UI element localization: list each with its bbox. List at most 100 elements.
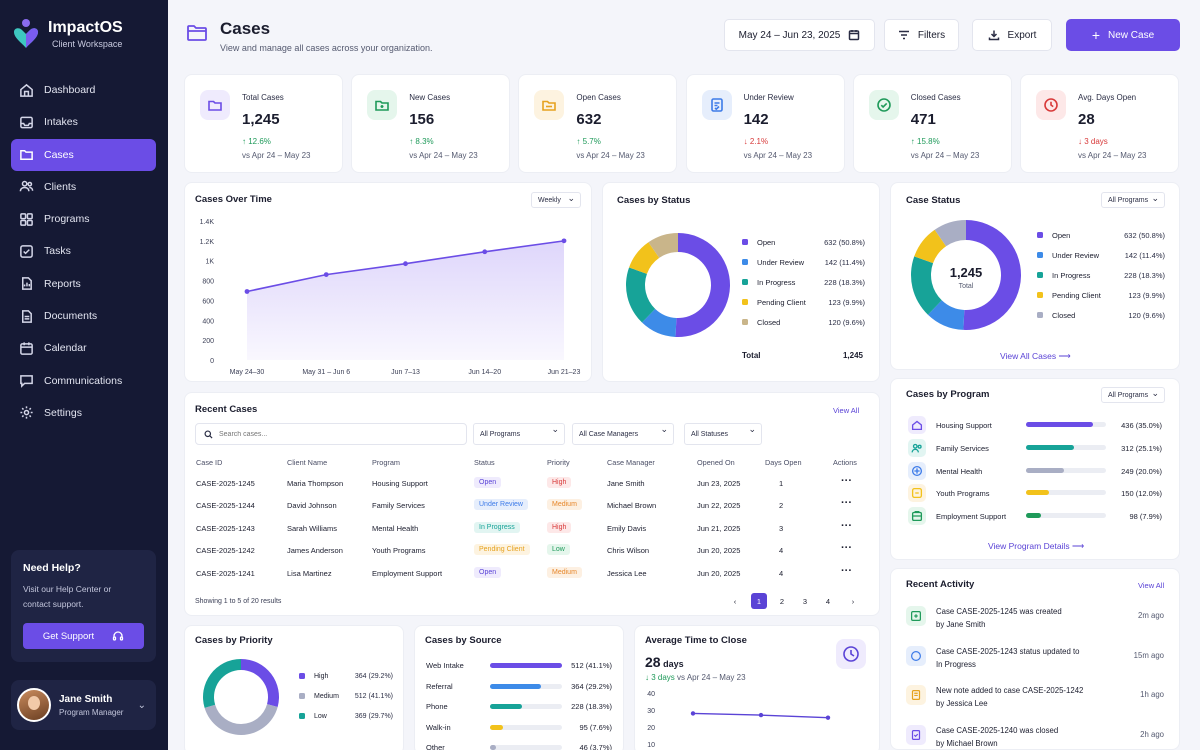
case-status-program-select[interactable]: All Programs bbox=[1101, 192, 1165, 208]
kpi-compare: vs Apr 24 – May 23 bbox=[743, 151, 813, 160]
nav-item-communications[interactable]: Communications bbox=[11, 365, 156, 397]
column-header[interactable]: Status bbox=[474, 458, 495, 467]
nav-item-cases[interactable]: Cases bbox=[11, 138, 156, 171]
nav-item-dashboard[interactable]: Dashboard bbox=[11, 74, 156, 106]
page-2-button[interactable]: 2 bbox=[779, 596, 785, 606]
nav-item-label: Programs bbox=[44, 213, 90, 226]
new-case-button[interactable]: + New Case bbox=[1066, 19, 1180, 51]
kpi-value: 632 bbox=[576, 111, 602, 128]
filters-label: Filters bbox=[917, 29, 946, 41]
filter-select-2[interactable]: All Statuses bbox=[684, 423, 762, 445]
nav-item-programs[interactable]: Programs bbox=[11, 203, 156, 235]
activity-line-1: Case CASE-2025-1245 was created bbox=[936, 607, 1062, 616]
cell-case-manager: Chris Wilson bbox=[607, 546, 650, 556]
get-support-label: Get Support bbox=[42, 630, 95, 642]
nav-item-reports[interactable]: Reports bbox=[11, 268, 156, 300]
data-point bbox=[244, 289, 250, 294]
nav-item-settings[interactable]: Settings bbox=[11, 397, 156, 429]
users-icon bbox=[19, 181, 34, 192]
nav-item-tasks[interactable]: Tasks bbox=[11, 235, 156, 267]
cell-case-id: CASE-2025-1243 bbox=[196, 523, 255, 533]
filter-select-1[interactable]: All Case Managers bbox=[572, 423, 674, 445]
activity-item[interactable]: Case CASE-2025-1243 status updated to In … bbox=[906, 643, 1164, 683]
program-filter-select[interactable]: All Programs bbox=[1101, 387, 1165, 403]
program-row[interactable]: Family Services 312 (25.1%) bbox=[906, 437, 1162, 459]
kpi-card-under-review: Under Review 142 ↓ 2.1% vs Apr 24 – May 23 bbox=[685, 74, 845, 173]
more-actions-icon[interactable]: ··· bbox=[841, 475, 852, 487]
program-bar bbox=[1026, 444, 1075, 450]
table-row[interactable]: CASE-2025-1243 Sarah Williams Mental Healt… bbox=[185, 517, 879, 539]
more-actions-icon[interactable]: ··· bbox=[841, 497, 852, 510]
recent-activity-view-all[interactable]: View All bbox=[1138, 581, 1165, 590]
filters-button[interactable]: Filters bbox=[884, 19, 959, 51]
filter-select-0[interactable]: All Programs bbox=[473, 423, 565, 445]
nav-item-documents[interactable]: Documents bbox=[11, 300, 156, 332]
note-icon bbox=[906, 685, 926, 705]
search-cases-field[interactable] bbox=[195, 423, 467, 445]
activity-item[interactable]: Case CASE-2025-1240 was closed by Michael… bbox=[906, 722, 1164, 750]
view-all-cases-link[interactable]: View All Cases ⟶ bbox=[1000, 351, 1071, 362]
activity-item[interactable]: New note added to case CASE-2025-1242 by … bbox=[906, 682, 1164, 722]
view-program-details-link[interactable]: View Program Details ⟶ bbox=[988, 541, 1084, 552]
get-support-button[interactable]: Get Support bbox=[23, 623, 144, 649]
program-name: Housing Support bbox=[936, 421, 992, 430]
program-bar-track bbox=[1026, 444, 1106, 450]
avg-time-to-close-card: Average Time to Close 28 days ↓ 3 days v… bbox=[634, 625, 880, 750]
activity-item[interactable]: Case CASE-2025-1245 was created by Jane S… bbox=[906, 603, 1164, 643]
table-row[interactable]: CASE-2025-1245 Maria Thompson Housing Supp… bbox=[185, 472, 879, 494]
column-header[interactable]: Case Manager bbox=[607, 458, 655, 467]
program-row[interactable]: Housing Support 436 (35.0%) bbox=[906, 414, 1162, 436]
interval-label: Weekly bbox=[538, 196, 561, 204]
brand[interactable]: ImpactOS Client Workspace bbox=[12, 18, 123, 50]
recent-cases-view-all[interactable]: View All bbox=[833, 406, 860, 415]
cases-by-status-card: Cases by Status Open 632 (50.8%) Under Rev… bbox=[602, 182, 880, 382]
column-header[interactable]: Days Open bbox=[765, 458, 802, 467]
page-1-button[interactable]: 1 bbox=[751, 593, 767, 609]
prev-page-button[interactable]: ‹ bbox=[733, 596, 737, 606]
table-row[interactable]: CASE-2025-1242 James Anderson Youth Progra… bbox=[185, 539, 879, 561]
legend-swatch bbox=[742, 319, 748, 325]
nav-item-intakes[interactable]: Intakes bbox=[11, 106, 156, 138]
date-range-picker[interactable]: May 24 – Jun 23, 2025 bbox=[724, 19, 875, 51]
column-header[interactable]: Priority bbox=[547, 458, 570, 467]
search-input[interactable] bbox=[219, 430, 449, 438]
interval-select[interactable]: Weekly bbox=[531, 192, 581, 208]
y-tick-label: 10 bbox=[647, 742, 655, 749]
column-header[interactable]: Client Name bbox=[287, 458, 328, 467]
clock-icon bbox=[836, 639, 866, 669]
chevron-down-icon[interactable]: ⌄ bbox=[137, 699, 146, 711]
column-header[interactable]: Case ID bbox=[196, 458, 223, 467]
nav-item-clients[interactable]: Clients bbox=[11, 171, 156, 203]
more-actions-icon[interactable]: ··· bbox=[841, 519, 852, 532]
user-menu[interactable]: Jane Smith Program Manager ⌄ bbox=[11, 680, 156, 730]
column-header[interactable]: Actions bbox=[833, 458, 857, 467]
export-button[interactable]: Export bbox=[972, 19, 1052, 51]
document-icon bbox=[22, 309, 32, 323]
table-row[interactable]: CASE-2025-1241 Lisa Martinez Employment Su… bbox=[185, 562, 879, 584]
next-page-button[interactable]: › bbox=[851, 596, 855, 606]
more-actions-icon[interactable]: ··· bbox=[841, 564, 852, 577]
source-label: Walk-in bbox=[426, 722, 451, 732]
source-bar-track bbox=[490, 745, 562, 750]
program-row[interactable]: Youth Programs 150 (12.0%) bbox=[906, 482, 1162, 504]
folder-plus-icon bbox=[367, 90, 398, 120]
program-row[interactable]: Mental Health 249 (20.0%) bbox=[906, 460, 1162, 482]
cases-by-program-title: Cases by Program bbox=[906, 389, 990, 400]
page-4-button[interactable]: 4 bbox=[825, 596, 831, 606]
arrow-up-icon: ↑ bbox=[576, 137, 583, 146]
table-row[interactable]: CASE-2025-1244 David Johnson Family Servic… bbox=[185, 494, 879, 516]
kpi-compare: vs Apr 24 – May 23 bbox=[910, 151, 980, 160]
source-row: Phone 228 (18.3%) bbox=[426, 698, 612, 718]
nav-item-calendar[interactable]: Calendar bbox=[11, 332, 156, 364]
nav-menu: Dashboard Intakes Cases Clients Programs Task… bbox=[11, 74, 156, 429]
kpi-label: Total Cases bbox=[242, 93, 284, 102]
legend-item: Under Review 142 (11.4%) bbox=[742, 252, 865, 272]
program-row[interactable]: Employment Support 98 (7.9%) bbox=[906, 505, 1162, 527]
date-range-label: May 24 – Jun 23, 2025 bbox=[738, 29, 841, 41]
more-actions-icon[interactable]: ··· bbox=[841, 542, 852, 555]
column-header[interactable]: Opened On bbox=[697, 458, 735, 467]
column-header[interactable]: Program bbox=[372, 458, 400, 467]
program-filter-label: All Programs bbox=[1108, 391, 1149, 399]
cell-days-open: 3 bbox=[779, 523, 784, 533]
page-3-button[interactable]: 3 bbox=[802, 596, 808, 606]
